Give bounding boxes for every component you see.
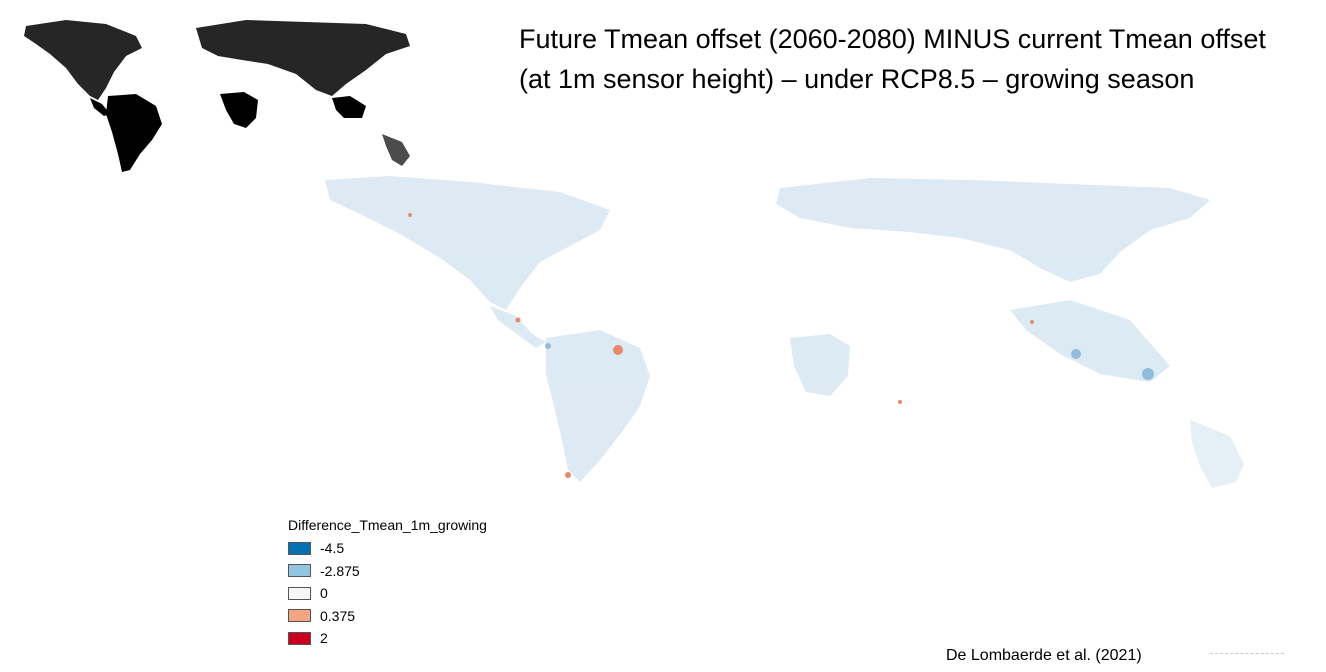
legend-swatch-color	[288, 609, 311, 623]
map-title-line-1: Future Tmean offset (2060-2080) MINUS cu…	[519, 24, 1266, 54]
legend-label: -2.875	[320, 562, 360, 579]
cool-spots	[545, 343, 1154, 380]
legend-swatch-color	[288, 586, 311, 600]
legend-title: Difference_Tmean_1m_growing	[288, 517, 487, 533]
legend-label: -4.5	[320, 540, 345, 557]
map-south-asia	[1010, 300, 1170, 382]
map-north-america	[325, 176, 610, 310]
warm-spot-alaska	[408, 213, 412, 217]
legend-item: 0	[288, 582, 548, 605]
map-title: Future Tmean offset (2060-2080) MINUS cu…	[519, 19, 1319, 99]
warm-spot-central-america	[515, 317, 521, 323]
inset-oceania	[382, 134, 410, 166]
inset-central-america	[90, 98, 110, 116]
inset-forest-map	[24, 20, 410, 172]
legend-item: 0.375	[288, 605, 548, 628]
main-landmass	[325, 176, 1244, 488]
map-africa	[790, 334, 850, 396]
legend-label: 2	[320, 630, 328, 647]
warm-spots	[408, 213, 1034, 478]
cool-spot-borneo	[1071, 349, 1081, 359]
cool-spot-andes	[545, 343, 551, 349]
legend-swatch-color	[288, 631, 311, 645]
legend-label: 0	[320, 585, 328, 602]
legend-swatch-color	[288, 564, 311, 578]
legend: Difference_Tmean_1m_growing -4.5 -2.875 …	[288, 515, 548, 650]
map-australia	[1190, 420, 1244, 488]
main-difference-map	[325, 176, 1244, 488]
legend-swatch-color	[288, 541, 311, 555]
map-south-america	[546, 330, 650, 482]
inset-se-asia	[332, 96, 366, 118]
map-eurasia	[776, 178, 1210, 282]
legend-item: -2.875	[288, 560, 548, 583]
citation: De Lombaerde et al. (2021)	[946, 647, 1142, 664]
inset-africa	[220, 92, 258, 128]
warm-spot-asia	[1030, 320, 1034, 324]
inset-landmass	[24, 20, 410, 172]
map-title-line-2: (at 1m sensor height) – under RCP8.5 – g…	[519, 64, 1195, 94]
warm-spot-madagascar	[898, 400, 902, 404]
legend-item: -4.5	[288, 537, 548, 560]
cool-spot-sumatra	[1142, 368, 1154, 380]
inset-north-america	[24, 20, 142, 100]
map-central-america	[490, 306, 546, 348]
legend-label: 0.375	[320, 607, 356, 624]
warm-spot-guiana	[613, 345, 623, 355]
inset-south-america	[106, 94, 162, 172]
warm-spot-patagonia	[565, 472, 571, 478]
decorative-dashed-line	[1210, 653, 1284, 654]
inset-eurasia	[196, 20, 410, 96]
legend-item: 2	[288, 627, 548, 650]
